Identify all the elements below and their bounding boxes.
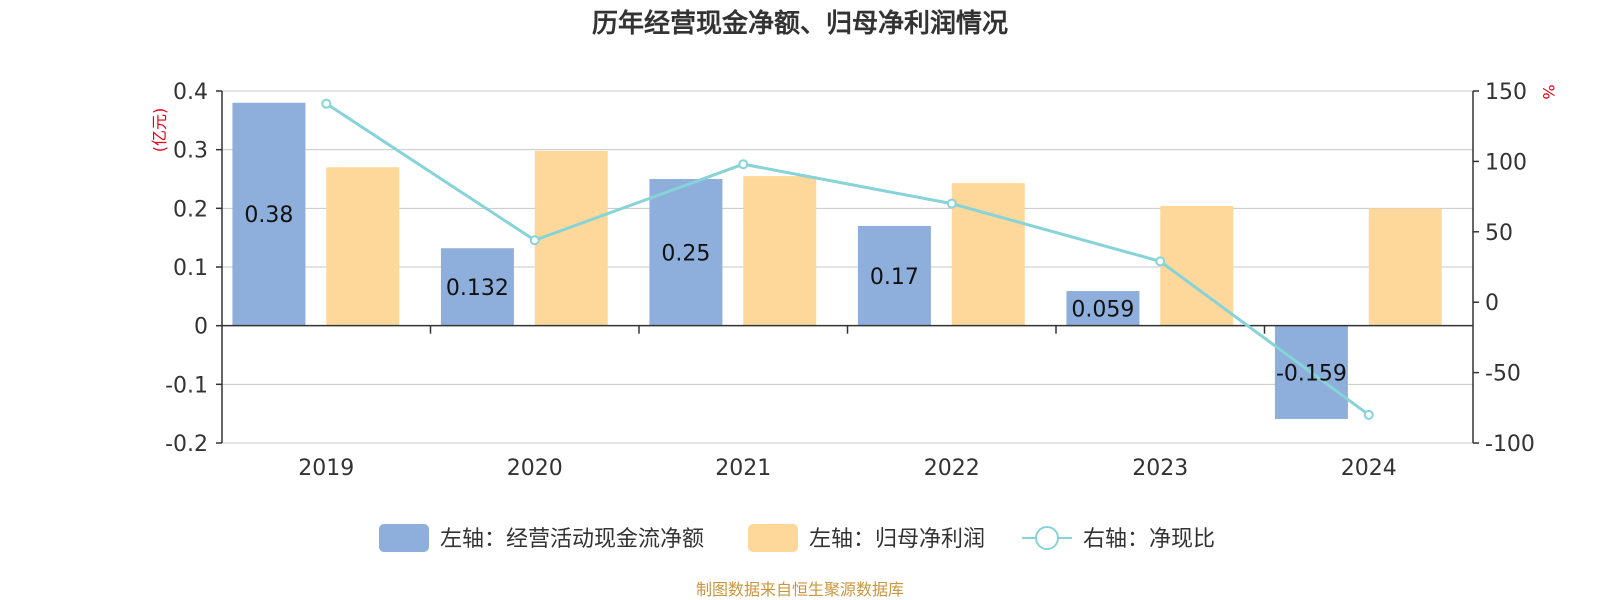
right-axis-tick-label: 0 [1485,291,1499,316]
ratio-point [946,198,957,209]
cashflow-value-label: 0.25 [661,241,710,266]
chart-title: 历年经营现金净额、归母净利润情况 [592,8,1008,39]
cashflow-value-label: 0.132 [446,276,509,301]
left-axis-tick-label: 0 [194,315,208,340]
right-axis-tick-label: 100 [1485,150,1527,175]
x-axis-tick-label: 2020 [507,456,563,481]
ratio-point [738,159,749,170]
left-axis-tick-label: 0.4 [173,80,208,105]
left-axis-tick-label: 0.3 [173,139,208,164]
legend-swatch-cashflow [379,524,429,552]
profit-bar [534,150,608,326]
left-axis-tick-label: 0.2 [173,197,208,222]
ratio-point [529,235,540,246]
left-axis-tick-label: -0.2 [165,432,208,457]
ratio-point [321,98,332,109]
profit-bar [326,167,400,326]
cashflow-bar [1066,291,1140,326]
x-axis-tick-label: 2022 [924,456,980,481]
ratio-point [1155,256,1166,267]
bars [232,102,1442,419]
right-axis-tick-label: 50 [1485,221,1513,246]
legend-label-profit: 左轴：归母净利润 [809,527,985,552]
cashflow-bar [857,225,931,326]
left-axis-tick-label: 0.1 [173,256,208,281]
legend-marker-ratio [1035,526,1059,550]
cashflow-bar [440,248,514,326]
source-note: 制图数据来自恒生聚源数据库 [696,580,904,599]
profit-bar [1368,208,1442,326]
x-axis-tick-label: 2024 [1341,456,1397,481]
right-axis-tick-label: -50 [1485,362,1521,387]
profit-bar [951,183,1025,326]
legend-label-ratio: 右轴：净现比 [1083,527,1215,552]
data-labels: 0.38 0.132 0.25 0.17 0.059 -0.159 [244,203,1346,386]
ratio-point [1363,409,1374,420]
right-axis-tick-label: -100 [1485,432,1535,457]
x-axis-tick-label: 2019 [298,456,354,481]
right-axis-unit: % [1539,84,1558,99]
cashflow-value-label: -0.159 [1276,361,1347,386]
legend-swatch-profit [748,524,798,552]
x-axis-tick-label: 2023 [1132,456,1188,481]
ratio-line-path [325,102,1370,417]
x-axis-tick-label: 2021 [715,456,771,481]
axes: 0.4 0.3 0.2 0.1 0 -0.1 -0.2 150 100 50 0 -50 -100 201… [165,80,1535,481]
legend: 左轴：经营活动现金流净额 左轴：归母净利润 右轴：净现比 [379,524,1215,552]
ratio-line [321,98,1374,420]
cashflow-bar [649,179,723,326]
cashflow-bar [232,102,306,326]
left-axis-tick-label: -0.1 [165,373,208,398]
cashflow-value-label: 0.38 [244,203,293,228]
legend-label-cashflow: 左轴：经营活动现金流净额 [440,527,704,552]
left-axis-unit: (亿元) [150,108,169,153]
cashflow-value-label: 0.059 [1071,297,1134,322]
profit-bar [743,176,817,326]
cashflow-value-label: 0.17 [870,265,919,290]
right-axis-tick-label: 150 [1485,80,1527,105]
